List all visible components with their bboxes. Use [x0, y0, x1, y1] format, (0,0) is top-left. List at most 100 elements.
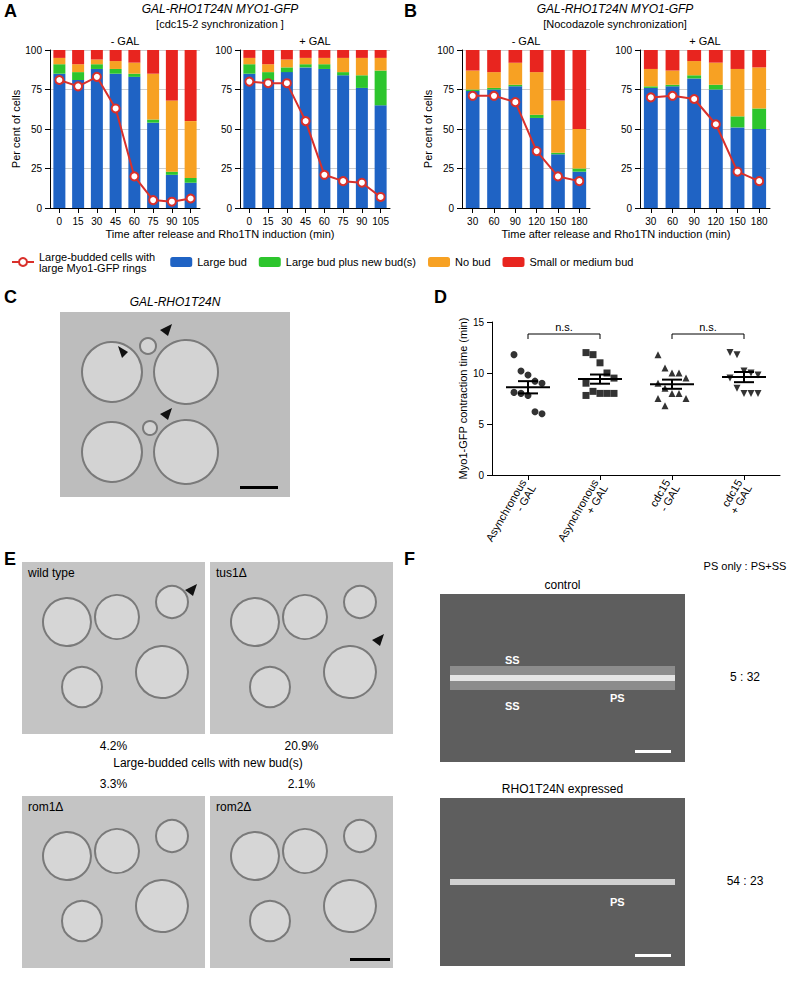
svg-text:n.s.: n.s. — [555, 321, 573, 333]
svg-text:50: 50 — [31, 124, 43, 135]
svg-text:0: 0 — [448, 203, 454, 214]
svg-text:60: 60 — [488, 216, 500, 227]
svg-text:0: 0 — [478, 470, 484, 481]
svg-text:90: 90 — [689, 216, 701, 227]
svg-text:PS: PS — [610, 692, 625, 704]
svg-text:100: 100 — [615, 45, 632, 56]
svg-text:control: control — [544, 578, 580, 592]
svg-text:n.s.: n.s. — [699, 321, 717, 333]
svg-text:60: 60 — [129, 216, 141, 227]
svg-text:- GAL: - GAL — [513, 483, 538, 514]
svg-text:+ GAL: + GAL — [584, 483, 610, 516]
svg-text:50: 50 — [443, 124, 455, 135]
svg-text:15: 15 — [73, 216, 85, 227]
svg-text:PS only : PS+SS: PS only : PS+SS — [704, 560, 787, 572]
svg-text:180: 180 — [751, 216, 768, 227]
svg-text:3.3%: 3.3% — [100, 777, 128, 791]
svg-text:5 : 32: 5 : 32 — [730, 670, 760, 684]
svg-text:30: 30 — [467, 216, 479, 227]
svg-text:4.2%: 4.2% — [100, 739, 128, 753]
svg-text:[Nocodazole synchronization]: [Nocodazole synchronization] — [543, 18, 687, 30]
svg-text:Large-budded cells with new bu: Large-budded cells with new bud(s) — [113, 756, 302, 770]
svg-text:75: 75 — [443, 84, 455, 95]
svg-text:150: 150 — [729, 216, 746, 227]
svg-text:60: 60 — [319, 216, 331, 227]
svg-text:B: B — [404, 1, 417, 21]
svg-text:20.9%: 20.9% — [284, 739, 318, 753]
svg-text:120: 120 — [528, 216, 545, 227]
svg-text:GAL-RHO1T24N MYO1-GFP: GAL-RHO1T24N MYO1-GFP — [537, 2, 694, 16]
svg-text:75: 75 — [221, 84, 233, 95]
svg-text:25: 25 — [31, 163, 43, 174]
svg-text:0: 0 — [626, 203, 632, 214]
svg-text:Large bud: Large bud — [197, 256, 247, 268]
svg-text:75: 75 — [31, 84, 43, 95]
svg-text:No bud: No bud — [455, 256, 490, 268]
svg-text:D: D — [434, 287, 447, 307]
svg-text:0: 0 — [57, 216, 63, 227]
svg-text:25: 25 — [621, 163, 633, 174]
svg-text:75: 75 — [338, 216, 350, 227]
svg-text:90: 90 — [356, 216, 368, 227]
svg-text:0: 0 — [247, 216, 253, 227]
svg-text:PS: PS — [610, 896, 625, 908]
svg-text:54 : 23: 54 : 23 — [727, 874, 764, 888]
svg-text:A: A — [4, 1, 17, 21]
svg-text:90: 90 — [510, 216, 522, 227]
svg-text:E: E — [4, 549, 16, 569]
svg-text:105: 105 — [182, 216, 199, 227]
svg-text:90: 90 — [166, 216, 178, 227]
svg-text:150: 150 — [550, 216, 567, 227]
svg-text:50: 50 — [221, 124, 233, 135]
svg-text:SS: SS — [505, 700, 520, 712]
svg-text:GAL-RHO1T24N: GAL-RHO1T24N — [130, 295, 221, 309]
svg-text:60: 60 — [667, 216, 679, 227]
svg-text:tus1Δ: tus1Δ — [216, 566, 247, 580]
svg-text:50: 50 — [621, 124, 633, 135]
svg-text:+ GAL: + GAL — [728, 483, 754, 516]
svg-text:5: 5 — [478, 419, 484, 430]
svg-text:RHO1T24N expressed: RHO1T24N expressed — [502, 782, 623, 796]
svg-text:+ GAL: + GAL — [299, 35, 331, 47]
svg-text:+ GAL: + GAL — [689, 35, 721, 47]
svg-text:Large bud plus new bud(s): Large bud plus new bud(s) — [286, 256, 416, 268]
svg-text:120: 120 — [707, 216, 724, 227]
svg-text:10: 10 — [473, 368, 485, 379]
svg-text:C: C — [4, 287, 17, 307]
svg-text:F: F — [404, 549, 415, 569]
svg-text:180: 180 — [571, 216, 588, 227]
svg-text:15: 15 — [263, 216, 275, 227]
svg-text:Myo1-GFP contraction time (min: Myo1-GFP contraction time (min) — [457, 318, 469, 480]
svg-text:Small or medium bud: Small or medium bud — [530, 256, 634, 268]
svg-text:75: 75 — [621, 84, 633, 95]
svg-text:2.1%: 2.1% — [288, 777, 316, 791]
svg-text:- GAL: - GAL — [111, 35, 140, 47]
svg-text:45: 45 — [110, 216, 122, 227]
svg-text:large Myo1-GFP rings: large Myo1-GFP rings — [39, 262, 147, 274]
svg-text:[cdc15-2 synchronization ]: [cdc15-2 synchronization ] — [156, 18, 284, 30]
svg-text:100: 100 — [215, 45, 232, 56]
svg-text:45: 45 — [300, 216, 312, 227]
svg-text:Time after release and Rho1TN: Time after release and Rho1TN induction … — [106, 228, 335, 240]
svg-text:SS: SS — [505, 654, 520, 666]
svg-text:rom2Δ: rom2Δ — [216, 800, 251, 814]
svg-text:wild type: wild type — [27, 566, 75, 580]
svg-text:Time after release and Rho1TN: Time after release and Rho1TN induction … — [502, 228, 731, 240]
svg-text:100: 100 — [25, 45, 42, 56]
svg-text:Per cent of cells: Per cent of cells — [422, 89, 434, 168]
svg-text:30: 30 — [91, 216, 103, 227]
svg-text:0: 0 — [36, 203, 42, 214]
svg-text:Per cent of cells: Per cent of cells — [10, 89, 22, 168]
svg-text:100: 100 — [437, 45, 454, 56]
svg-text:- GAL: - GAL — [512, 35, 541, 47]
svg-text:75: 75 — [148, 216, 160, 227]
svg-text:25: 25 — [221, 163, 233, 174]
svg-text:- GAL: - GAL — [657, 483, 682, 514]
svg-text:15: 15 — [473, 317, 485, 328]
svg-text:25: 25 — [443, 163, 455, 174]
svg-text:30: 30 — [281, 216, 293, 227]
svg-text:105: 105 — [372, 216, 389, 227]
svg-text:rom1Δ: rom1Δ — [28, 800, 63, 814]
svg-text:30: 30 — [645, 216, 657, 227]
svg-text:0: 0 — [226, 203, 232, 214]
